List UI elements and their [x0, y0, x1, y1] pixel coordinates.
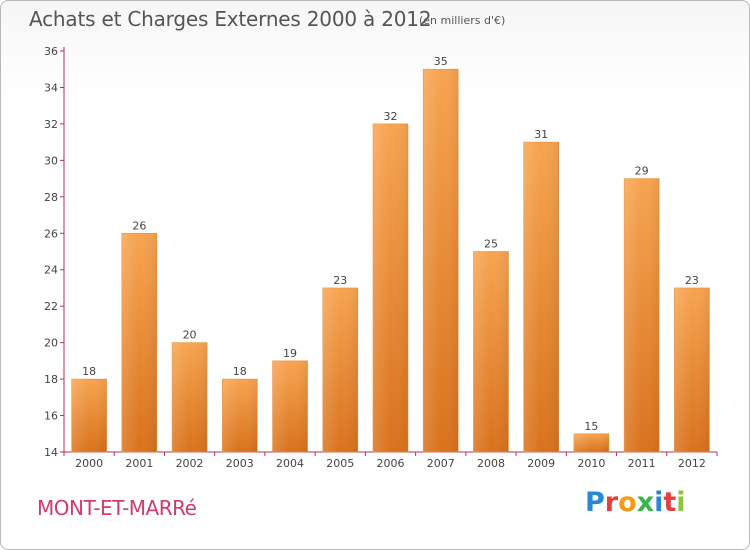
x-tick-label: 2003: [226, 457, 254, 470]
commune-name: MONT-ET-MARRé: [37, 496, 197, 520]
bar-shade: [423, 69, 459, 453]
logo-letter: o: [618, 487, 637, 518]
logo-letter: P: [585, 487, 605, 518]
bar-shade: [523, 142, 559, 453]
bar-value-label: 19: [283, 347, 297, 360]
bar-value-label: 31: [534, 128, 548, 141]
x-tick-label: 2011: [628, 457, 656, 470]
x-tick-label: 2010: [577, 457, 605, 470]
bar-shade: [121, 233, 157, 452]
bar-value-label: 26: [132, 219, 146, 232]
x-tick-label: 2008: [477, 457, 505, 470]
bar-value-label: 35: [434, 55, 448, 68]
bar-shade: [573, 433, 609, 452]
bar-value-label: 25: [484, 238, 498, 251]
chart-unit-label: (en milliers d'€): [419, 14, 506, 27]
y-tick-label: 14: [44, 446, 58, 459]
y-axis: 14 16 18 20 22 24 26 28 30 32 34 36: [44, 45, 65, 459]
x-axis: 2000 2001 2002 2003 2004 2005 2006 2007 2008 2009…: [63, 451, 718, 470]
bar-shade: [272, 360, 308, 452]
logo-letter: i: [654, 487, 664, 518]
y-tick-label: 34: [44, 81, 58, 94]
y-tick-label: 16: [44, 410, 58, 423]
bar-shade: [222, 379, 258, 452]
x-tick-label: 2006: [377, 457, 405, 470]
y-tick-label: 28: [44, 191, 58, 204]
x-tick-label: 2002: [176, 457, 204, 470]
data-labels: 18 26 20 18 19 23 32 35 25 31 15 29 23: [82, 55, 699, 433]
logo-letter: i: [676, 487, 686, 518]
x-tick-label: 2000: [75, 457, 103, 470]
logo-letter: r: [604, 487, 619, 518]
x-tick-label: 2009: [527, 457, 555, 470]
proxiti-logo[interactable]: Proxiti: [585, 487, 686, 518]
x-tick-label: 2007: [427, 457, 455, 470]
y-tick-label: 18: [44, 373, 58, 386]
x-tick-label: 2004: [276, 457, 304, 470]
bar-shade: [71, 379, 107, 452]
bar-value-label: 18: [233, 365, 247, 378]
y-tick-label: 30: [44, 154, 58, 167]
bar-value-label: 23: [685, 274, 699, 287]
x-tick-label: 2012: [678, 457, 706, 470]
bar-shade: [172, 342, 208, 452]
chart-title: Achats et Charges Externes 2000 à 2012: [29, 7, 432, 31]
y-tick-label: 32: [44, 118, 58, 131]
bar-shade: [322, 287, 358, 452]
bars: [71, 68, 710, 453]
bar-shade: [624, 178, 660, 452]
y-tick-label: 36: [44, 45, 58, 58]
bar-value-label: 18: [82, 365, 96, 378]
bar-value-label: 23: [333, 274, 347, 287]
y-tick-label: 20: [44, 337, 58, 350]
x-tick-label: 2005: [326, 457, 354, 470]
y-tick-label: 22: [44, 300, 58, 313]
bar-shade: [674, 287, 710, 452]
y-tick-label: 24: [44, 264, 58, 277]
bar-shade: [473, 251, 509, 452]
bar-value-label: 32: [384, 110, 398, 123]
y-tick-label: 26: [44, 227, 58, 240]
bar-value-label: 15: [584, 420, 598, 433]
bar-value-label: 29: [635, 165, 649, 178]
x-tick-label: 2001: [125, 457, 153, 470]
bar-value-label: 20: [183, 329, 197, 342]
bar-shade: [373, 123, 408, 452]
logo-letter: t: [663, 487, 677, 518]
logo-letter: x: [636, 487, 655, 518]
